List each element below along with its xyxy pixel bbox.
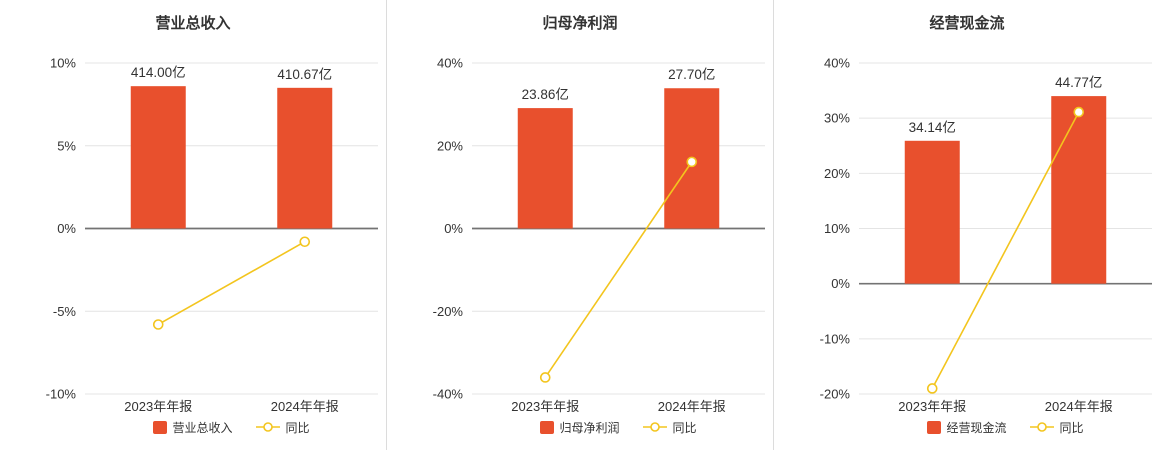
y-tick-label: 10% — [824, 221, 850, 236]
legend-item-bar-series[interactable]: 经营现金流 — [927, 419, 1007, 436]
bar-value-label: 34.14亿 — [909, 120, 956, 135]
y-tick-label: -10% — [46, 387, 77, 402]
y-tick-label: 20% — [437, 138, 463, 153]
bar-2023年年报[interactable] — [130, 86, 186, 229]
x-category-label: 2023年年报 — [511, 399, 579, 414]
yoy-point[interactable] — [152, 319, 164, 330]
total-revenue-plot: 10% 5% 0% -5% -10% 414.00亿 410.67亿 2023年年报 2024年… — [46, 56, 378, 414]
yoy-line-marker-icon — [1029, 422, 1054, 432]
y-tick-label: -20% — [433, 304, 464, 319]
chart-panel-net-profit: 归母净利润 40% 20% 0% -20% -40% 23.86亿 27.70亿 2023年年… — [386, 0, 773, 450]
bar-value-label: 410.67亿 — [277, 67, 332, 82]
bar-2023年年报[interactable] — [904, 140, 960, 284]
y-tick-label: -5% — [53, 304, 77, 319]
y-tick-label: 40% — [824, 56, 850, 71]
chart-panel-total-revenue: 营业总收入 10% 5% 0% -5% -10% 414.00亿 410.67亿 2023年年… — [0, 0, 386, 450]
y-tick-label: -20% — [820, 387, 851, 402]
bar-2023年年报[interactable] — [517, 108, 573, 229]
x-category-label: 2023年年报 — [898, 399, 966, 414]
bar-value-label: 44.77亿 — [1055, 75, 1102, 90]
yoy-line — [544, 161, 693, 378]
legend-item-bar-series[interactable]: 营业总收入 — [153, 419, 233, 436]
operating-cash-flow-plot: 40% 30% 20% 10% 0% -10% -20% 34.14亿 44.77亿 2023年年… — [820, 56, 1152, 414]
net-profit-plot: 40% 20% 0% -20% -40% 23.86亿 27.70亿 2023年年报 2024年… — [433, 56, 765, 414]
yoy-point[interactable] — [539, 372, 551, 383]
chart-panel-operating-cash-flow: 经营现金流 40% 30% 20% 10% 0% -10% -20% 34.14亿 44.77亿… — [773, 0, 1160, 450]
x-category-label: 2024年年报 — [271, 399, 339, 414]
yoy-point[interactable] — [686, 156, 698, 168]
legend-label: 同比 — [285, 420, 310, 435]
y-tick-label: 0% — [831, 276, 850, 291]
x-category-label: 2024年年报 — [658, 399, 726, 414]
x-category-label: 2024年年报 — [1045, 399, 1113, 414]
bar-value-label: 23.86亿 — [522, 87, 569, 102]
chart-title-operating-cash-flow: 经营现金流 — [929, 15, 1005, 32]
bar-series-swatch — [540, 420, 555, 434]
chart-title-net-profit: 归母净利润 — [542, 15, 618, 32]
x-category-label: 2023年年报 — [124, 399, 192, 414]
y-tick-label: 10% — [50, 56, 76, 71]
y-tick-label: 30% — [824, 111, 850, 126]
y-tick-label: 40% — [437, 56, 463, 71]
y-tick-label: 20% — [824, 166, 850, 181]
y-tick-label: 5% — [57, 138, 76, 153]
legend-item-line-series[interactable]: 同比 — [1029, 419, 1084, 436]
bar-2024年年报[interactable] — [1051, 96, 1107, 284]
yoy-line-marker-icon — [255, 422, 280, 432]
legend-label: 同比 — [1059, 420, 1084, 435]
bar-series-swatch — [927, 420, 942, 434]
yoy-line-marker-icon — [642, 422, 667, 432]
legend-item-line-series[interactable]: 同比 — [642, 419, 697, 436]
chart-legend: 归母净利润 同比 — [387, 414, 773, 440]
y-tick-label: 0% — [57, 221, 76, 236]
legend-item-bar-series[interactable]: 归母净利润 — [540, 419, 620, 436]
yoy-line — [931, 111, 1080, 389]
bar-value-label: 27.70亿 — [668, 67, 715, 82]
yoy-point[interactable] — [299, 236, 311, 248]
bar-2024年年报[interactable] — [277, 87, 333, 229]
y-tick-label: -40% — [433, 387, 464, 402]
chart-title-total-revenue: 营业总收入 — [155, 15, 231, 32]
legend-label: 同比 — [672, 420, 697, 435]
legend-label: 归母净利润 — [559, 420, 620, 435]
bar-value-label: 414.00亿 — [131, 65, 186, 80]
y-tick-label: -10% — [820, 331, 851, 346]
y-tick-label: 0% — [444, 221, 463, 236]
chart-legend: 经营现金流 同比 — [774, 414, 1160, 440]
chart-legend: 营业总收入 同比 — [0, 414, 386, 440]
yoy-point[interactable] — [1073, 106, 1085, 118]
bar-series-swatch — [153, 420, 168, 434]
legend-item-line-series[interactable]: 同比 — [255, 419, 310, 436]
legend-label: 营业总收入 — [172, 420, 233, 435]
yoy-line — [157, 241, 306, 326]
legend-label: 经营现金流 — [946, 420, 1007, 435]
yoy-point[interactable] — [926, 383, 938, 394]
